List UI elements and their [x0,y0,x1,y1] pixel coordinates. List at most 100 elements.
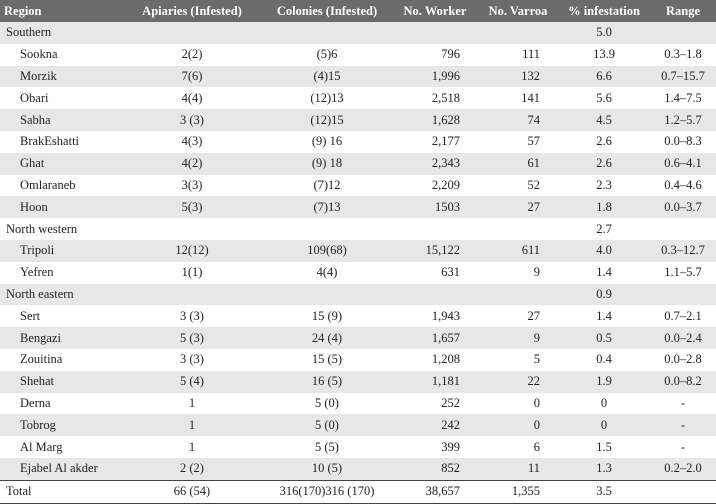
cell: 9 [533,265,540,280]
cell: (4)15 [262,65,392,88]
cell: 9 [478,327,558,349]
cell: 0.0–2.8 [664,352,702,367]
cell: 399 [441,439,460,454]
data-row: Shehat 5 (4) 16 (5) 1,181 22 1.9 0.0–8.2 [0,370,716,393]
cell: 22 [478,370,558,393]
cell: Morzik [0,65,122,88]
cell: 5 [533,352,540,367]
column-header: % infestation [558,0,650,22]
cell: 852 [392,457,478,481]
group-row: North eastern 0.9 [0,283,716,306]
data-row: Obari 4(4) (12)13 2,518 141 5.6 1.4–7.5 [0,87,716,109]
cell: 1503 [392,196,478,219]
data-row: Sabha 3 (3) (12)15 1,628 74 4.5 1.2–5.7 [0,109,716,131]
cell: 1(1) [181,265,203,280]
table-body: Southern 5.0 Sookna 2(2) (5)6 796 111 13.9 0.3–1… [0,22,716,504]
cell: 27 [527,308,541,323]
empty-cell [262,218,392,240]
cell: 10 (5) [262,457,392,481]
data-row: Bengazi 5 (3) 24 (4) 1,657 9 0.5 0.0–2.4 [0,327,716,349]
empty-cell [122,22,262,44]
data-row: Omlaraneb 3(3) (7)12 2,209 52 2.3 0.4–4.6 [0,175,716,197]
cell: 1 [188,395,196,410]
cell: 1.5 [596,439,612,454]
cell: 1,208 [431,352,460,367]
cell: 0.7–2.1 [664,308,702,323]
cell: 5(3) [122,196,262,219]
cell: 4(3) [181,134,203,149]
column-header: Range [650,0,716,22]
cell: 2,177 [431,134,460,149]
cell: Tobrog [0,414,122,437]
data-row: Ejabel Al akder 2 (2) 10 (5) 852 11 1.3 0.2–2.… [0,457,716,481]
empty-cell [122,283,262,306]
cell: 12(12) [122,239,262,262]
group-row: North western 2.7 [0,218,716,240]
cell: 252 [441,395,460,410]
data-row: Morzik 7(6) (4)15 1,996 132 6.6 0.7–15.7 [0,65,716,88]
cell: - [680,439,686,454]
cell: 0.0–8.2 [650,370,716,393]
cell: 611 [478,239,558,262]
cell: (9) 18 [262,152,392,175]
column-header: No. Varroa [478,0,558,22]
cell: 0.7–15.7 [650,65,716,88]
column-header: Apiaries (Infested) [122,0,262,22]
cell: 4.5 [558,109,650,131]
cell: 2 (2) [122,457,262,481]
cell: 11 [478,457,558,481]
region-infestation: 0.9 [558,283,650,306]
cell: Sabha [0,109,122,131]
data-row: Tripoli 12(12) 109(68) 15,122 611 4.0 0.3–12.7 [0,239,716,262]
cell: 1 [122,414,262,437]
empty-cell [262,22,392,44]
cell: Hoon [0,196,122,219]
cell: 1.4 [596,308,612,323]
cell: (9) 16 [311,134,343,149]
cell: 3(3) [181,177,203,192]
cell: 16 (5) [262,370,392,393]
cell: 0.3–1.8 [664,47,702,62]
cell: 1,657 [392,327,478,349]
empty-cell [650,479,716,504]
column-header: No. Worker [392,0,478,22]
empty-cell [478,283,558,306]
cell: Yefren [20,265,54,280]
cell: 61 [478,152,558,175]
cell: 132 [478,65,558,88]
cell: 0.0–3.7 [650,196,716,219]
cell: 2(2) [181,47,203,62]
cell: 0.4–4.6 [664,177,702,192]
data-row: Zouitina 3 (3) 15 (5) 1,208 5 0.4 0.0–2.8 [0,349,716,371]
data-row: Tobrog 1 5 (0) 242 0 0- [0,414,716,437]
empty-cell [650,283,716,306]
cell: Zouitina [20,352,63,367]
cell: 74 [478,109,558,131]
empty-cell [392,22,478,44]
cell: 15 (9) [311,308,343,323]
cell: 0.0–2.4 [650,327,716,349]
cell: 141 [521,90,540,105]
data-row: BrakEshatti 4(3) (9) 16 2,177 57 2.6 0.0–8.3 [0,131,716,153]
cell: 0.3–12.7 [650,239,716,262]
empty-cell [122,218,262,240]
cell: 5 (0) [262,414,392,437]
data-row: Ghat 4(2) (9) 18 2,343 61 2.6 0.6–4.1 [0,152,716,175]
cell: 0.5 [558,327,650,349]
region-infestation: 2.7 [596,221,612,236]
data-row: Al Marg 1 5 (5) 399 6 1.5 - [0,436,716,458]
cell: 0.0–8.3 [664,134,702,149]
cell: 1,181 [392,370,478,393]
cell: 242 [392,414,478,437]
cell: 5 (0) [315,395,339,410]
cell: 1.2–5.7 [650,109,716,131]
cell: 1,943 [431,308,460,323]
cell: 24 (4) [262,327,392,349]
cell: Obari [20,90,49,105]
cell: 5 (3) [122,327,262,349]
cell: Sookna [20,47,58,62]
total-cell: 316(170)316 (170) [262,479,392,504]
cell: 5 (5) [315,439,339,454]
